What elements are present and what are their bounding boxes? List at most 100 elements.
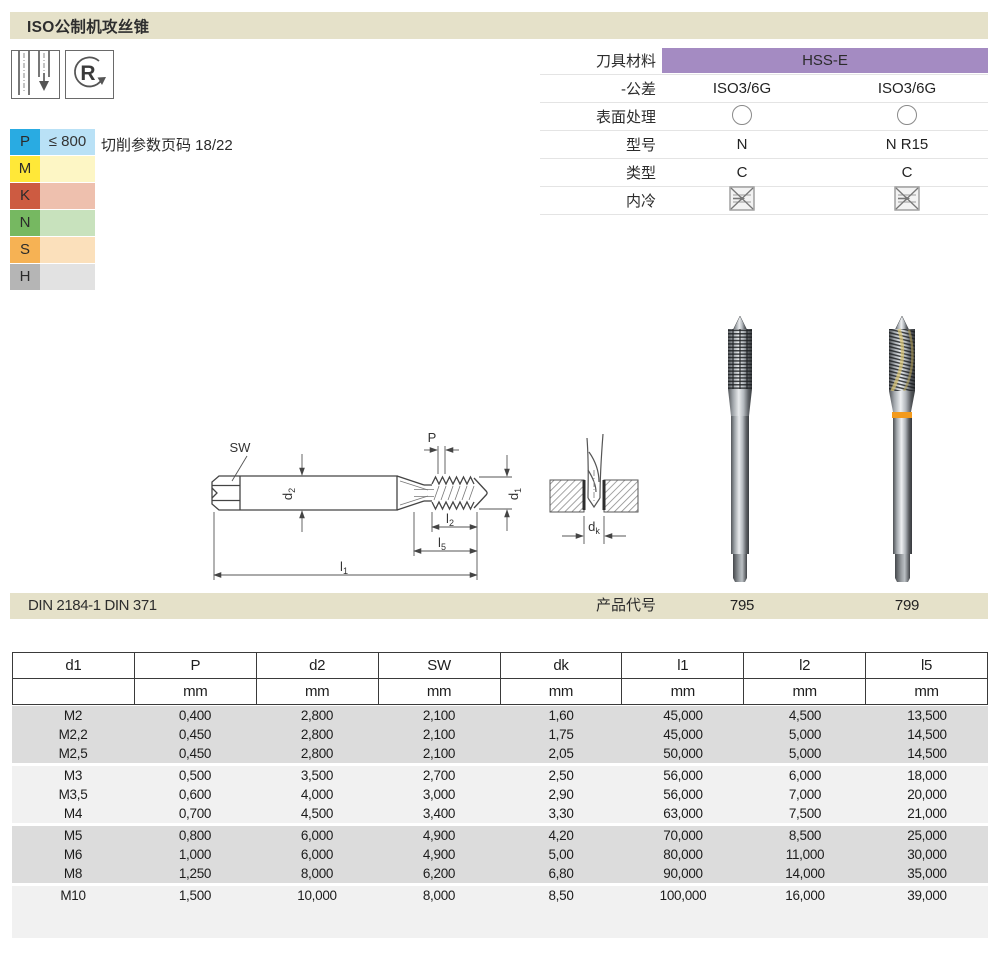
coolant-cell	[662, 186, 822, 215]
table-cell: 70,000	[663, 828, 703, 843]
table-cell: M3,5	[58, 787, 88, 802]
bright-finish-icon	[732, 104, 752, 125]
dim-label-d2: d2	[280, 488, 297, 500]
column-header: dk	[500, 653, 623, 679]
table-cell: 3,500	[300, 768, 334, 783]
spec-label: 内冷	[625, 193, 656, 210]
table-cell: 2,800	[300, 708, 334, 723]
unit-cell: mm	[622, 679, 745, 705]
table-cell: 0,450	[178, 746, 212, 761]
spec-row-type: 类型 C C	[540, 159, 988, 187]
material-class-code: K	[10, 183, 40, 209]
material-class-value: ≤ 800	[40, 129, 95, 155]
table-row-group: M10 1,500 10,000 8,000 8,50 100,000 16,000 39,0…	[12, 886, 988, 938]
material-class-value	[40, 264, 95, 290]
spec-label: 刀具材料	[595, 53, 656, 70]
no-internal-coolant-icon	[894, 186, 920, 211]
surface-cell	[826, 104, 988, 129]
table-cell: 2,100	[422, 746, 456, 761]
spec-table: 刀具材料 HSS-E -公差 ISO3/6G ISO3/6G 表面处理 型号 N…	[540, 47, 988, 215]
page-title-bar: ISO公制机攻丝锥	[10, 12, 988, 39]
material-class-row-M: M	[10, 156, 95, 182]
table-cell: 8,50	[548, 888, 574, 903]
material-class-row-S: S	[10, 237, 95, 263]
unit-cell: mm	[744, 679, 867, 705]
bright-finish-icon	[897, 104, 917, 125]
table-cell: M5	[63, 828, 83, 843]
table-row: M2,2 0,450 2,800 2,100 1,75 45,000 5,000 14,500	[12, 725, 988, 744]
table-cell: 100,000	[659, 888, 707, 903]
table-cell: 39,000	[907, 888, 947, 903]
table-cell: M2	[63, 708, 83, 723]
table-cell: 56,000	[663, 768, 703, 783]
spec-row-surface: 表面处理	[540, 103, 988, 131]
product-photo-795	[728, 316, 752, 582]
svg-text:R: R	[80, 62, 95, 85]
table-row: M5 0,800 6,000 4,900 4,20 70,000 8,500 25,000	[12, 826, 988, 845]
product-photo-799	[889, 316, 915, 582]
table-cell: 14,000	[785, 866, 825, 881]
cutting-parameters-note: 切削参数页码 18/22	[101, 137, 233, 154]
table-cell: 1,000	[178, 847, 212, 862]
table-cell: 4,000	[300, 787, 334, 802]
spec-label: 类型	[625, 165, 656, 182]
material-class-row-P: P ≤ 800	[10, 129, 95, 155]
material-class-row-K: K	[10, 183, 95, 209]
table-cell: 0,500	[178, 768, 212, 783]
material-class-value	[40, 183, 95, 209]
material-class-code: M	[10, 156, 40, 182]
spec-row-material: 刀具材料 HSS-E	[540, 47, 988, 75]
table-cell: 5,000	[788, 727, 822, 742]
table-row: M10 1,500 10,000 8,000 8,50 100,000 16,000 39,0…	[12, 886, 988, 905]
table-cell: 2,700	[422, 768, 456, 783]
through-hole-icon	[11, 50, 60, 99]
table-row-group: M5 0,800 6,000 4,900 4,20 70,000 8,500 25,000 M6…	[12, 826, 988, 883]
table-cell: 2,05	[548, 746, 574, 761]
table-row: M2 0,400 2,800 2,100 1,60 45,000 4,500 13,500	[12, 706, 988, 725]
spec-label: 表面处理	[595, 109, 656, 126]
table-cell: 6,000	[788, 768, 822, 783]
table-cell: 14,500	[907, 727, 947, 742]
column-header: l5	[866, 653, 988, 679]
standards-bar: DIN 2184-1 DIN 371 产品代号 795 799	[10, 593, 988, 619]
table-cell: 4,900	[422, 847, 456, 862]
table-cell: 5,00	[548, 847, 574, 862]
table-cell: 45,000	[663, 727, 703, 742]
core-hole-drawing: dk	[549, 433, 639, 544]
table-cell: 21,000	[907, 806, 947, 821]
dimension-table-body: M2 0,400 2,800 2,100 1,60 45,000 4,500 13,500 M2…	[12, 706, 988, 938]
material-class-value	[40, 237, 95, 263]
dim-label-sw: SW	[230, 440, 252, 455]
table-cell: M8	[63, 866, 83, 881]
table-cell: 63,000	[663, 806, 703, 821]
table-row-group: M2 0,400 2,800 2,100 1,60 45,000 4,500 13,500 M2…	[12, 706, 988, 763]
table-cell: M4	[63, 806, 83, 821]
table-cell: 20,000	[907, 787, 947, 802]
table-cell: 0,450	[178, 727, 212, 742]
table-cell: 6,000	[300, 828, 334, 843]
table-row: M3,5 0,600 4,000 3,000 2,90 56,000 7,000 20,000	[12, 785, 988, 804]
table-cell: 30,000	[907, 847, 947, 862]
table-cell: M10	[60, 888, 86, 903]
table-row: M2,5 0,450 2,800 2,100 2,05 50,000 5,000 14,500	[12, 744, 988, 763]
table-cell: M3	[63, 768, 83, 783]
unit-cell: mm	[134, 679, 257, 705]
material-class-code: P	[10, 129, 40, 155]
unit-cell: mm	[256, 679, 379, 705]
table-cell: 3,000	[422, 787, 456, 802]
tap-dimension-drawing: SW d2 P d1 l2 l5 l1	[211, 430, 523, 580]
table-cell: 10,000	[297, 888, 337, 903]
table-cell: 8,500	[788, 828, 822, 843]
table-cell: 0,600	[178, 787, 212, 802]
coolant-cell	[826, 186, 988, 215]
table-cell: 50,000	[663, 746, 703, 761]
material-class-value	[40, 210, 95, 236]
dim-label-l1: l1	[340, 559, 348, 576]
table-cell: 45,000	[663, 708, 703, 723]
table-row: M3 0,500 3,500 2,700 2,50 56,000 6,000 18,000	[12, 766, 988, 785]
product-code-795: 795	[729, 597, 755, 614]
table-cell: 13,500	[907, 708, 947, 723]
